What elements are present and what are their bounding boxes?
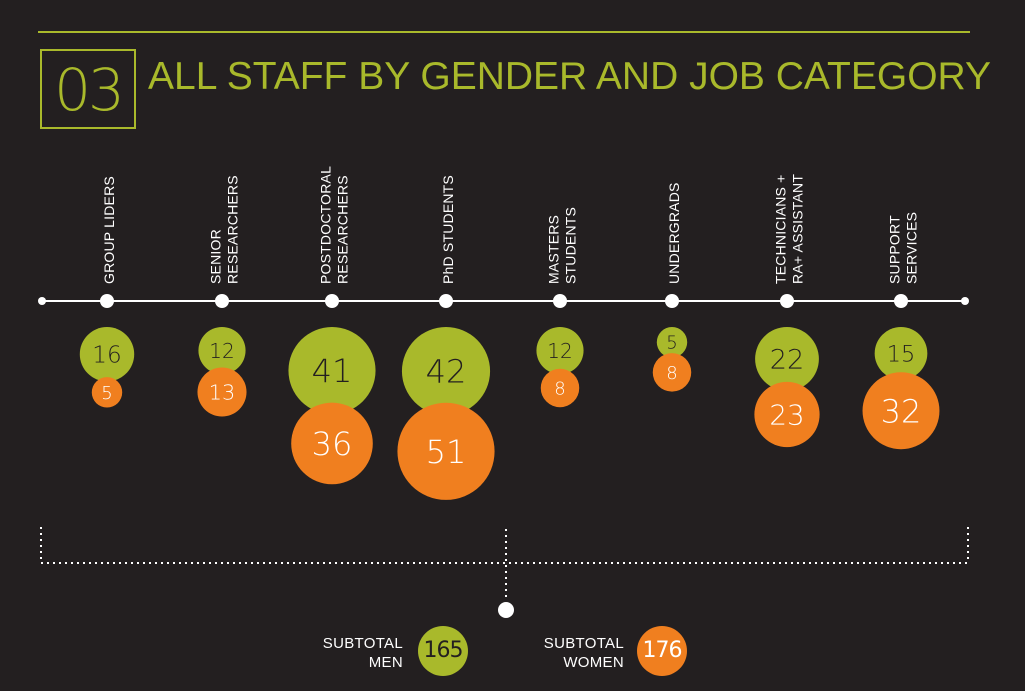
category-label: SERVICES xyxy=(904,212,920,284)
category-label: GROUP LIDERS xyxy=(101,176,117,284)
category-label: STUDENTS xyxy=(563,207,579,284)
category-tick-dot xyxy=(100,294,114,308)
women-value-label: 36 xyxy=(312,425,353,463)
category-axis xyxy=(38,294,969,308)
women-bubble xyxy=(540,368,580,408)
men-value-label: 5 xyxy=(666,333,677,354)
women-bubble xyxy=(652,353,692,392)
category-label: PhD STUDENTS xyxy=(440,175,456,284)
category-label: RESEARCHERS xyxy=(225,175,241,284)
subtotal-women-label: SUBTOTAL WOMEN xyxy=(520,634,624,672)
page-title: ALL STAFF BY GENDER AND JOB CATEGORY xyxy=(148,55,992,98)
category-tick-dot xyxy=(325,294,339,308)
women-bubble xyxy=(397,402,495,500)
men-bubble xyxy=(755,327,819,391)
women-bubble xyxy=(754,381,820,448)
men-bubble xyxy=(288,327,376,415)
axis-end-dot-left xyxy=(38,297,46,305)
bubble-marks: 16 5 12 13 41 36 42 51 12 8 5 8 22 23 15 32 xyxy=(79,327,940,500)
men-bubble xyxy=(874,327,928,380)
subtotal-women-value: 176 xyxy=(637,626,687,676)
top-rule xyxy=(38,31,970,33)
men-value-label: 41 xyxy=(312,352,353,390)
men-value-label: 15 xyxy=(887,341,915,367)
axis-end-dot-right xyxy=(961,297,969,305)
women-bubble xyxy=(197,367,247,417)
subtotal-men-label-line2: MEN xyxy=(368,654,403,671)
men-bubble xyxy=(656,327,688,358)
women-value-label: 23 xyxy=(769,398,804,431)
men-value-label: 42 xyxy=(426,353,467,391)
category-label: MASTERS xyxy=(546,215,562,284)
category-label: RESEARCHERS xyxy=(335,175,351,284)
women-bubble xyxy=(291,402,373,485)
category-label: RA+ ASSISTANT xyxy=(790,174,806,284)
women-value-label: 8 xyxy=(666,363,677,384)
category-tick-dot xyxy=(439,294,453,308)
women-bubble xyxy=(91,377,123,408)
women-value-label: 5 xyxy=(101,383,112,404)
women-value-label: 8 xyxy=(554,378,565,399)
category-tick-dot xyxy=(553,294,567,308)
category-tick-dot xyxy=(894,294,908,308)
category-label: SUPPORT xyxy=(887,215,903,284)
bracket-center-dot xyxy=(498,602,514,618)
category-tick-dot xyxy=(665,294,679,308)
men-bubble xyxy=(536,327,584,375)
category-label: UNDERGRADS xyxy=(666,182,682,284)
women-value-label: 32 xyxy=(881,392,922,430)
category-tick-dot xyxy=(215,294,229,308)
subtotal-women-label-line2: WOMEN xyxy=(563,654,624,671)
subtotal-women-label-line1: SUBTOTAL xyxy=(543,635,624,652)
men-bubble xyxy=(198,327,246,375)
category-label: TECHNICIANS + xyxy=(773,174,789,284)
women-value-label: 51 xyxy=(426,433,467,471)
men-value-label: 12 xyxy=(209,339,234,363)
section-number: 03 xyxy=(54,56,125,124)
category-label: POSTDOCTORAL xyxy=(318,166,334,284)
section-number-box: 03 xyxy=(40,49,136,129)
subtotal-men-label: SUBTOTAL MEN xyxy=(300,634,403,672)
men-value-label: 12 xyxy=(547,339,572,363)
men-value-label: 22 xyxy=(770,345,805,376)
category-labels: GROUP LIDERS SENIOR RESEARCHERS POSTDOCTORA… xyxy=(101,166,920,284)
men-bubble xyxy=(401,327,491,416)
total-bracket xyxy=(40,527,969,618)
category-label: SENIOR xyxy=(208,229,224,284)
subtotal-men-value: 165 xyxy=(418,626,468,676)
subtotal-men-label-line1: SUBTOTAL xyxy=(322,635,403,652)
women-bubble xyxy=(862,372,940,450)
women-value-label: 13 xyxy=(209,381,236,405)
men-bubble xyxy=(79,327,135,382)
men-value-label: 16 xyxy=(92,343,121,369)
category-tick-dot xyxy=(780,294,794,308)
